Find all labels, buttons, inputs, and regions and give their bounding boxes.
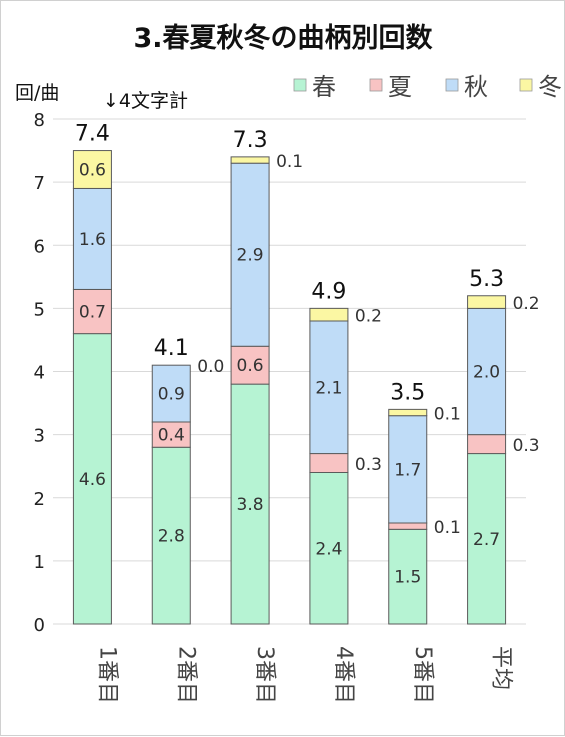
y-tick-label: 2: [34, 489, 45, 510]
segment-label: 0.1: [434, 405, 461, 425]
bar-segment-夏: [388, 522, 428, 530]
x-axis-ticks: 1番目 2番目 3番目 4番目 5番目 平均: [94, 646, 513, 704]
bar-segment-夏: [230, 345, 270, 385]
bar-segment-夏: [151, 421, 191, 448]
legend-label-1: 夏: [388, 73, 412, 101]
bar-segment-春: [72, 333, 112, 625]
segment-label: 3.8: [237, 495, 264, 515]
y-tick-label: 3: [34, 426, 45, 447]
bar-segment-夏: [72, 288, 112, 335]
total-label: 5.3: [469, 267, 504, 292]
segment-label: 0.3: [513, 436, 540, 456]
bar-segment-夏: [467, 434, 507, 455]
total-label: 4.1: [154, 336, 189, 361]
bars: [72, 150, 507, 625]
x-tick-label: 3番目: [252, 646, 277, 704]
x-tick-label: 5番目: [410, 646, 435, 704]
y-tick-label: 6: [34, 236, 45, 257]
segment-label: 2.1: [315, 378, 342, 398]
segment-label: 0.9: [158, 385, 185, 405]
bar-segment-冬: [388, 408, 428, 417]
legend-swatch-1: [369, 78, 383, 92]
x-tick-label: 4番目: [331, 646, 356, 704]
legend-swatch-3: [519, 78, 533, 92]
bar-segment-春: [467, 453, 507, 625]
bar-segment-冬: [230, 156, 270, 164]
gridlines: [53, 118, 526, 625]
x-tick-label: 2番目: [173, 646, 198, 704]
bar-segment-春: [230, 383, 270, 625]
bar-segment-春: [151, 446, 191, 625]
y-tick-label: 8: [34, 110, 45, 131]
x-tick-label: 1番目: [94, 646, 119, 704]
bar-segment-冬: [309, 307, 349, 322]
segment-label: 0.2: [513, 294, 540, 314]
bar-segment-秋: [151, 364, 191, 423]
segment-label: 2.9: [237, 246, 264, 266]
segment-label: 0.2: [355, 307, 382, 327]
bar-segment-夏: [309, 453, 349, 473]
segment-label: 0.4: [158, 426, 185, 446]
segment-label: 2.0: [473, 363, 500, 383]
segment-label: 0.0: [197, 357, 224, 377]
total-label: 7.4: [75, 122, 110, 147]
y-axis-ticks: 0 1 2 3 4 5 6 7 8: [34, 110, 45, 636]
bar-segment-秋: [467, 307, 507, 436]
segment-label: 0.3: [355, 455, 382, 475]
segment-label: 0.1: [434, 518, 461, 538]
segment-label: 1.5: [394, 568, 421, 588]
segment-label: 1.7: [394, 460, 421, 480]
legend-label-2: 秋: [464, 73, 488, 101]
segment-label: 2.8: [158, 527, 185, 547]
data-labels: 4.6 0.7 1.6 0.6 7.4 2.8 0.4 0.9 0.0 4.1 3.8 0.6 2.9 0…: [75, 122, 540, 588]
y-tick-label: 4: [34, 363, 45, 384]
segment-label: 0.7: [79, 303, 106, 323]
legend-label-0: 春: [312, 73, 336, 101]
bar-segment-冬: [467, 295, 507, 309]
segment-label: 4.6: [79, 470, 106, 490]
segment-label: 0.6: [237, 356, 264, 376]
legend: 春夏秋冬: [293, 73, 562, 101]
bar-segment-秋: [230, 162, 270, 347]
segment-label: 0.1: [276, 152, 303, 172]
y-tick-label: 1: [34, 552, 45, 573]
total-annotation: ↓4文字計: [103, 90, 188, 112]
y-tick-label: 5: [34, 299, 45, 320]
legend-swatch-0: [293, 78, 307, 92]
total-label: 7.3: [233, 128, 268, 153]
segment-label: 2.7: [473, 530, 500, 550]
bar-segment-秋: [388, 415, 428, 524]
y-tick-label: 0: [34, 615, 45, 636]
legend-swatch-2: [445, 78, 459, 92]
segment-label: 0.6: [79, 161, 106, 181]
total-label: 4.9: [311, 279, 346, 304]
segment-label: 2.4: [315, 539, 342, 559]
bar-segment-秋: [309, 320, 349, 455]
chart-title: 3.春夏秋冬の曲柄別回数: [133, 22, 433, 54]
segment-label: 1.6: [79, 230, 106, 250]
total-label: 3.5: [390, 380, 425, 405]
y-axis-unit: 回/曲: [15, 82, 59, 104]
y-tick-label: 7: [34, 173, 45, 194]
legend-label-3: 冬: [538, 73, 562, 101]
x-tick-label: 平均: [489, 646, 514, 690]
bar-segment-冬: [72, 150, 112, 189]
